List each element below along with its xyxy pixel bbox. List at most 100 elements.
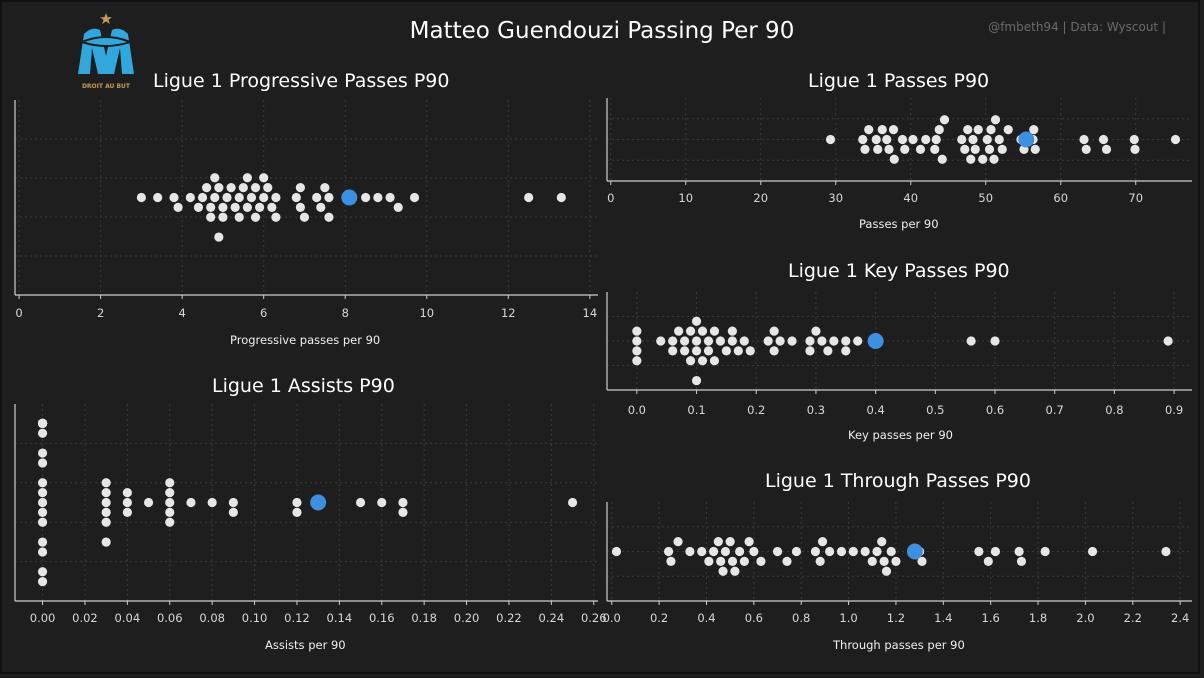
assists-tick-label: 0.18 — [411, 611, 437, 625]
passes-tick-label: 60 — [1053, 191, 1068, 205]
progressive-passes-point — [393, 202, 403, 212]
through-passes-tick-label: 0.0 — [603, 611, 621, 625]
passes-point — [882, 134, 892, 145]
assists-point — [292, 507, 302, 517]
passes-point — [1101, 144, 1112, 154]
passes-point — [1029, 125, 1039, 135]
key-passes-point — [709, 356, 720, 366]
through-passes-point — [730, 566, 740, 576]
key-passes-point — [829, 336, 839, 346]
assists-tick-label: 0.02 — [72, 611, 98, 625]
progressive-passes-point — [185, 192, 195, 203]
key-passes-point — [691, 336, 702, 346]
through-passes-point — [685, 546, 695, 557]
assists-point — [37, 567, 48, 577]
assists-point — [101, 537, 111, 547]
through-passes-tick-label: 0.6 — [745, 611, 763, 625]
key-passes-point — [632, 356, 642, 366]
assists-point — [165, 507, 175, 517]
through-passes-tick-label: 1.6 — [982, 611, 1000, 625]
assists-point — [37, 547, 48, 557]
assists-point — [143, 497, 154, 508]
passes-point — [973, 125, 983, 135]
through-passes-point — [744, 537, 754, 547]
passes-xlabel: Passes per 90 — [859, 217, 939, 231]
passes-point — [934, 125, 944, 135]
assists-tick-label: 0.14 — [327, 611, 353, 625]
assists-point — [377, 497, 387, 508]
passes-point — [1170, 134, 1181, 145]
through-passes-point — [772, 546, 783, 557]
passes-point — [968, 134, 978, 145]
progressive-passes-tick-label: 0 — [15, 306, 22, 320]
assists-point — [355, 497, 366, 508]
through-passes-point — [983, 556, 993, 566]
progressive-passes-tick-label: 14 — [583, 306, 598, 320]
through-passes-point — [666, 556, 676, 566]
key-passes-point — [697, 326, 708, 336]
through-passes-point — [810, 546, 821, 557]
through-passes-point — [1040, 546, 1050, 557]
passes-tick-label: 50 — [978, 191, 993, 205]
passes-tick-label: 0 — [607, 191, 614, 205]
through-passes-point — [1161, 546, 1171, 557]
through-passes-tick-label: 1.8 — [1029, 611, 1047, 625]
passes-point — [877, 125, 887, 135]
passes-point — [963, 125, 973, 135]
assists-point — [37, 497, 48, 508]
progressive-passes-point — [206, 202, 216, 212]
through-passes-tick-label: 1.0 — [839, 611, 857, 625]
progressive-passes-point — [210, 173, 220, 183]
progressive-passes-point — [255, 202, 265, 212]
passes-point — [921, 134, 931, 145]
through-passes-title: Ligue 1 Through Passes P90 — [765, 470, 1031, 492]
assists-point — [37, 428, 48, 438]
key-passes-point — [632, 336, 642, 346]
key-passes-tick-label: 0.1 — [687, 403, 705, 417]
progressive-passes-point — [246, 192, 257, 203]
through-passes-point — [749, 546, 759, 557]
assists-point — [165, 478, 175, 488]
logo-motto: DROIT AU BUT — [82, 83, 131, 90]
through-passes-point — [990, 546, 1001, 557]
key-passes-tick-label: 0.5 — [926, 403, 944, 417]
through-passes-tick-label: 2.0 — [1076, 611, 1094, 625]
assists-point — [207, 497, 217, 508]
key-passes-point — [680, 346, 690, 356]
progressive-passes-point — [214, 232, 224, 242]
passes-point — [982, 134, 992, 145]
passes-point — [997, 144, 1007, 154]
through-passes-highlight-point — [906, 543, 923, 560]
assists-point — [101, 497, 111, 508]
progressive-passes-tick-label: 12 — [501, 306, 516, 320]
assists-tick-label: 0.22 — [496, 611, 522, 625]
key-passes-point — [691, 346, 702, 356]
passes-point — [1003, 125, 1013, 135]
passes-point — [1098, 134, 1109, 145]
passes-title: Ligue 1 Passes P90 — [808, 70, 990, 92]
through-passes-point — [825, 546, 835, 557]
progressive-passes-tick-label: 2 — [97, 306, 104, 320]
assists-point — [165, 497, 175, 508]
through-passes-point — [836, 546, 847, 557]
progressive-passes-point — [324, 212, 334, 222]
through-passes-tick-label: 1.2 — [887, 611, 905, 625]
progressive-passes-point — [556, 192, 566, 203]
star-icon — [100, 13, 112, 24]
key-passes-point — [727, 326, 737, 336]
passes-point — [1130, 144, 1140, 154]
key-passes-point — [823, 346, 833, 356]
progressive-passes-point — [202, 183, 212, 193]
key-passes-point — [805, 336, 815, 346]
passes-point — [990, 115, 1001, 125]
key-passes-point — [703, 346, 714, 356]
key-passes-point — [805, 346, 815, 356]
passes-point — [931, 134, 941, 145]
assists-point — [228, 507, 238, 517]
key-passes-point — [1163, 336, 1173, 346]
progressive-passes-point — [267, 202, 277, 212]
key-passes-point — [632, 346, 642, 356]
through-passes-point — [716, 556, 726, 566]
key-passes-point — [745, 346, 755, 356]
through-passes-point — [704, 556, 714, 566]
